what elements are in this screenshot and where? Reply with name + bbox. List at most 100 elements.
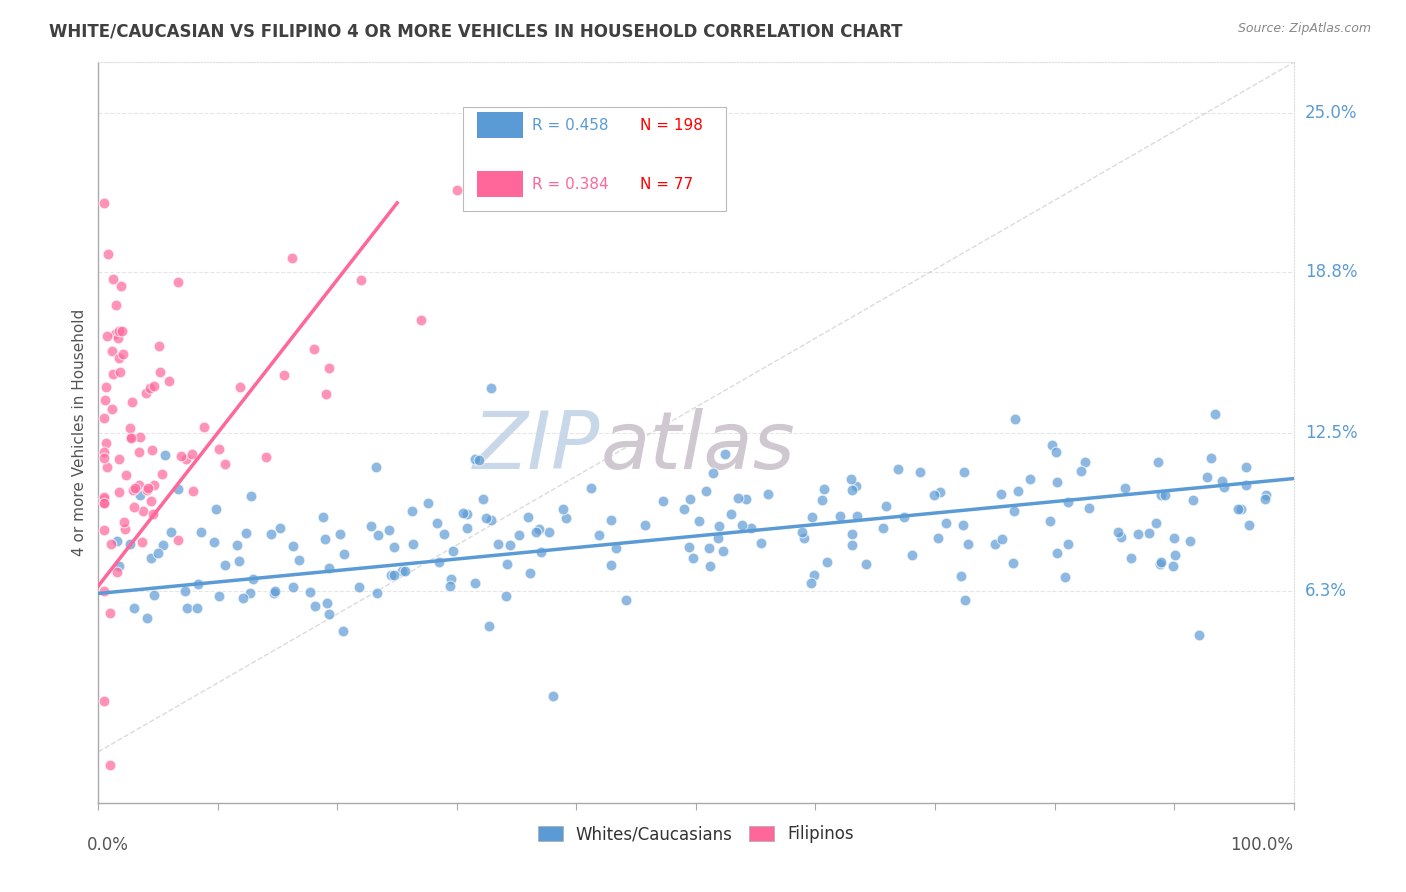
Point	[605, 541, 627, 556]
Point	[682, 550, 704, 565]
Point	[1163, 531, 1185, 545]
Point	[107, 331, 129, 345]
Text: Source: ZipAtlas.com: Source: ZipAtlas.com	[1237, 22, 1371, 36]
Point	[166, 533, 188, 548]
Point	[707, 531, 730, 545]
Point	[205, 502, 228, 516]
Point	[599, 513, 621, 527]
Point	[103, 367, 125, 381]
Point	[333, 547, 356, 561]
Point	[1197, 469, 1219, 483]
Point	[830, 508, 852, 523]
Point	[727, 491, 749, 505]
Point	[1150, 488, 1173, 502]
Point	[402, 536, 425, 550]
Point	[1254, 492, 1277, 507]
Point	[554, 511, 576, 525]
Point	[1164, 548, 1187, 562]
Point	[433, 527, 456, 541]
Point	[486, 536, 509, 550]
Point	[1199, 450, 1222, 465]
Point	[347, 581, 370, 595]
Point	[1139, 525, 1161, 540]
Point	[105, 565, 128, 579]
Point	[711, 544, 734, 558]
Point	[174, 452, 197, 467]
Point	[456, 521, 478, 535]
Point	[886, 462, 908, 476]
Y-axis label: 4 or more Vehicles in Household: 4 or more Vehicles in Household	[72, 309, 87, 557]
Text: R = 0.458: R = 0.458	[533, 118, 609, 133]
Point	[93, 393, 115, 408]
Point	[214, 457, 236, 471]
FancyBboxPatch shape	[463, 107, 725, 211]
Point	[702, 466, 724, 480]
Point	[139, 551, 162, 566]
Point	[499, 538, 522, 552]
Point	[97, 247, 120, 261]
Point	[190, 524, 212, 539]
Point	[541, 689, 564, 703]
Point	[928, 484, 950, 499]
Point	[108, 351, 131, 366]
Point	[600, 558, 623, 573]
Point	[990, 487, 1012, 501]
Point	[875, 499, 897, 513]
Point	[439, 579, 461, 593]
Point	[1144, 516, 1167, 531]
Text: 100.0%: 100.0%	[1230, 836, 1294, 855]
Point	[481, 382, 503, 396]
Point	[1045, 445, 1067, 459]
Point	[273, 368, 295, 383]
Point	[464, 576, 486, 591]
Point	[148, 339, 170, 353]
Point	[93, 584, 115, 599]
Point	[142, 379, 165, 393]
Point	[93, 496, 115, 510]
Point	[269, 521, 291, 535]
Point	[426, 516, 449, 531]
Point	[121, 483, 143, 497]
Text: N = 77: N = 77	[640, 178, 693, 192]
Point	[1212, 480, 1234, 494]
Point	[93, 694, 115, 708]
Text: 12.5%: 12.5%	[1305, 424, 1357, 442]
Point	[672, 502, 695, 516]
Point	[94, 379, 117, 393]
Point	[136, 483, 159, 497]
Point	[93, 496, 115, 510]
Point	[128, 444, 150, 458]
Point	[100, 537, 122, 551]
Point	[141, 443, 163, 458]
Point	[312, 509, 335, 524]
Point	[991, 532, 1014, 546]
Point	[1004, 412, 1026, 426]
Point	[101, 272, 124, 286]
Point	[756, 486, 779, 500]
Point	[167, 482, 190, 496]
Point	[908, 466, 931, 480]
Point	[110, 278, 132, 293]
Point	[813, 482, 835, 496]
Point	[93, 491, 115, 505]
Point	[1150, 555, 1173, 569]
Point	[429, 555, 451, 569]
Point	[811, 493, 834, 508]
Point	[114, 468, 136, 483]
Point	[697, 541, 720, 556]
Point	[1230, 502, 1253, 516]
Point	[614, 592, 637, 607]
Point	[1074, 455, 1097, 469]
Point	[1147, 455, 1170, 469]
Point	[136, 611, 159, 625]
Point	[107, 325, 129, 339]
Point	[446, 183, 468, 197]
Point	[740, 520, 762, 534]
Point	[1002, 504, 1025, 518]
Point	[1057, 495, 1080, 509]
Point	[1126, 527, 1149, 541]
Point	[187, 576, 209, 591]
Point	[495, 589, 517, 603]
Point	[464, 452, 486, 467]
Point	[688, 514, 710, 528]
